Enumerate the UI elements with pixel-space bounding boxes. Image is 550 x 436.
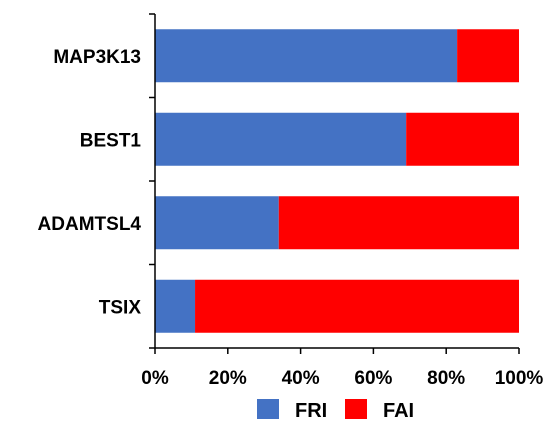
x-tick-label: 0%	[141, 368, 169, 389]
category-labels: MAP3K13 BEST1 ADAMTSL4 TSIX	[38, 47, 142, 319]
bar-fri-best1	[155, 112, 407, 166]
bars-group	[155, 29, 520, 333]
x-tick-label: 80%	[427, 368, 465, 389]
bar-fri-tsix	[155, 279, 196, 333]
bar-fai-best1	[406, 112, 519, 166]
bar-fai-map3k13	[457, 29, 519, 83]
x-tick-label: 60%	[354, 368, 392, 389]
legend-label-fai: FAI	[383, 400, 414, 422]
category-label: BEST1	[80, 130, 142, 151]
bar-fai-tsix	[195, 279, 520, 333]
bar-fri-adamtsl4	[155, 196, 279, 250]
legend: FRI FAI	[257, 399, 414, 422]
category-label: MAP3K13	[53, 47, 141, 68]
category-label: ADAMTSL4	[38, 214, 142, 235]
x-tick-labels: 0% 20% 40% 60% 80% 100%	[141, 368, 543, 389]
legend-swatch-fri	[257, 399, 279, 419]
bar-fri-map3k13	[155, 29, 458, 83]
x-tick-label: 20%	[209, 368, 247, 389]
axes-group	[149, 13, 520, 354]
x-tick-label: 100%	[495, 368, 544, 389]
bar-fai-adamtsl4	[278, 196, 519, 250]
legend-label-fri: FRI	[295, 400, 327, 422]
x-tick-label: 40%	[282, 368, 320, 389]
category-label: TSIX	[99, 297, 142, 318]
legend-swatch-fai	[345, 399, 367, 419]
